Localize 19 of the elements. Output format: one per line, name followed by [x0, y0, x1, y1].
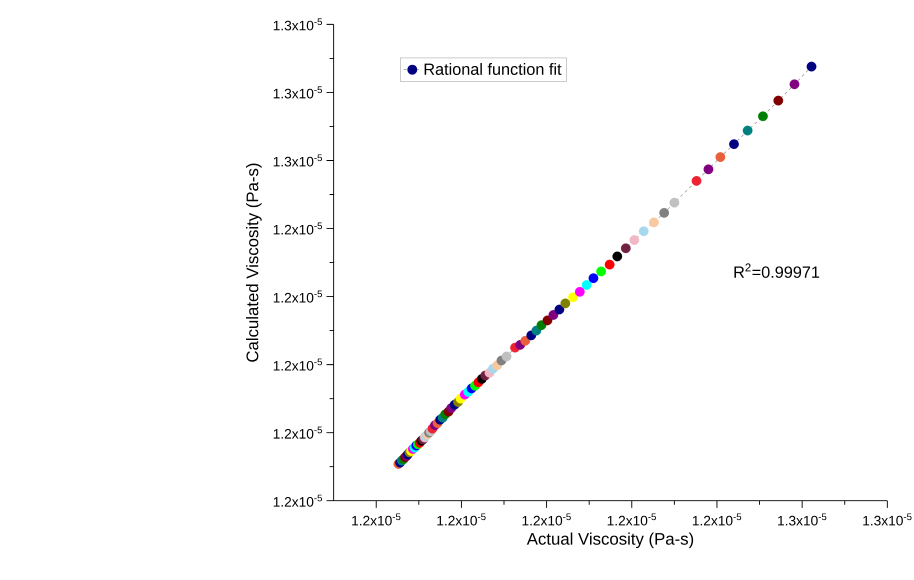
x-tick-label: 1.3x10$^{-5}$ — [863, 513, 912, 526]
x-tick-label: 1.2x10$^{-5}$ — [522, 513, 571, 526]
y-tick-label: 1.3x10$^{-5}$ — [274, 154, 322, 167]
x-tick-label: 1.2x10$^{-5}$ — [437, 513, 486, 526]
y-tick-label: 1.2x10$^{-5}$ — [274, 222, 322, 235]
x-tick-label: 1.2x10$^{-5}$ — [608, 513, 656, 526]
y-tick-label: 1.2x10$^{-5}$ — [274, 358, 322, 371]
y-tick-label: 1.2x10$^{-5}$ — [274, 494, 322, 507]
y-tick-label: 1.3x10$^{-5}$ — [274, 18, 322, 30]
y-tick-label: 1.2x10$^{-5}$ — [274, 290, 322, 303]
y-tick-label: 1.2x10$^{-5}$ — [274, 426, 322, 439]
y-tick-label: 1.3x10$^{-5}$ — [274, 86, 322, 98]
y-axis-title: Calculated Viscosity (Pa-s) — [246, 164, 262, 362]
legend-label: Rational function fit — [424, 63, 562, 75]
x-tick-label: 1.2x10$^{-5}$ — [692, 513, 742, 526]
x-tick-label: 1.2x10$^{-5}$ — [352, 513, 400, 526]
x-axis-title: Actual Viscosity (Pa-s) — [526, 532, 694, 548]
annotation: R$^{2}$=0.99971 — [734, 263, 820, 278]
x-tick-label: 1.3x10$^{-5}$ — [778, 513, 826, 526]
